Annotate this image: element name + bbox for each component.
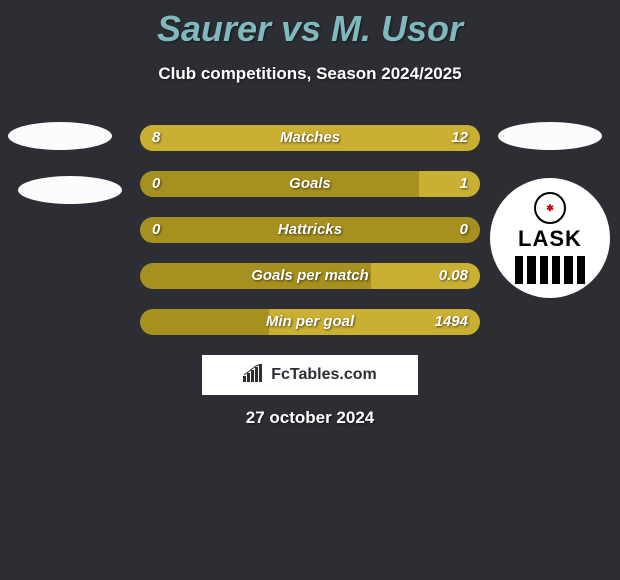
comparison-chart: Matches812Goals01Hattricks00Goals per ma… [140, 125, 480, 355]
stat-row: Matches8 12 [140, 125, 480, 151]
stat-value-right: 1 [460, 171, 468, 197]
stat-label: Goals per match [140, 263, 480, 289]
player-right-avatar-placeholder [498, 122, 602, 150]
club-right-badge: ✱ LASK [490, 178, 610, 298]
lask-stripes [513, 256, 587, 284]
stat-value-left: 0 [152, 171, 160, 197]
stat-value-left: 0 [152, 217, 160, 243]
stat-row: Hattricks0 0 [140, 217, 480, 243]
brand-footer: FcTables.com [202, 355, 418, 395]
stat-label: Min per goal [140, 309, 480, 335]
stat-value-right: 12 [451, 125, 468, 151]
brand-chart-icon [243, 364, 265, 387]
stat-label: Hattricks [140, 217, 480, 243]
player-left-avatar-placeholder [8, 122, 112, 150]
stat-row: Goals per match0.08 [140, 263, 480, 289]
lask-badge-text: LASK [518, 226, 582, 252]
club-left-badge-placeholder [18, 176, 122, 204]
stat-value-right: 0 [460, 217, 468, 243]
stat-row: Min per goal1494 [140, 309, 480, 335]
stat-label: Goals [140, 171, 480, 197]
lask-badge-circle: ✱ LASK [490, 178, 610, 298]
stat-value-right: 0.08 [439, 263, 468, 289]
stat-value-right: 1494 [435, 309, 468, 335]
footer-date: 27 october 2024 [0, 408, 620, 428]
lask-inner-emblem: ✱ [534, 192, 566, 224]
stat-value-left: 8 [152, 125, 160, 151]
stat-row: Goals0 1 [140, 171, 480, 197]
page-subtitle: Club competitions, Season 2024/2025 [0, 64, 620, 84]
brand-text: FcTables.com [271, 366, 377, 384]
page-title: Saurer vs M. Usor [0, 0, 620, 50]
stat-label: Matches [140, 125, 480, 151]
